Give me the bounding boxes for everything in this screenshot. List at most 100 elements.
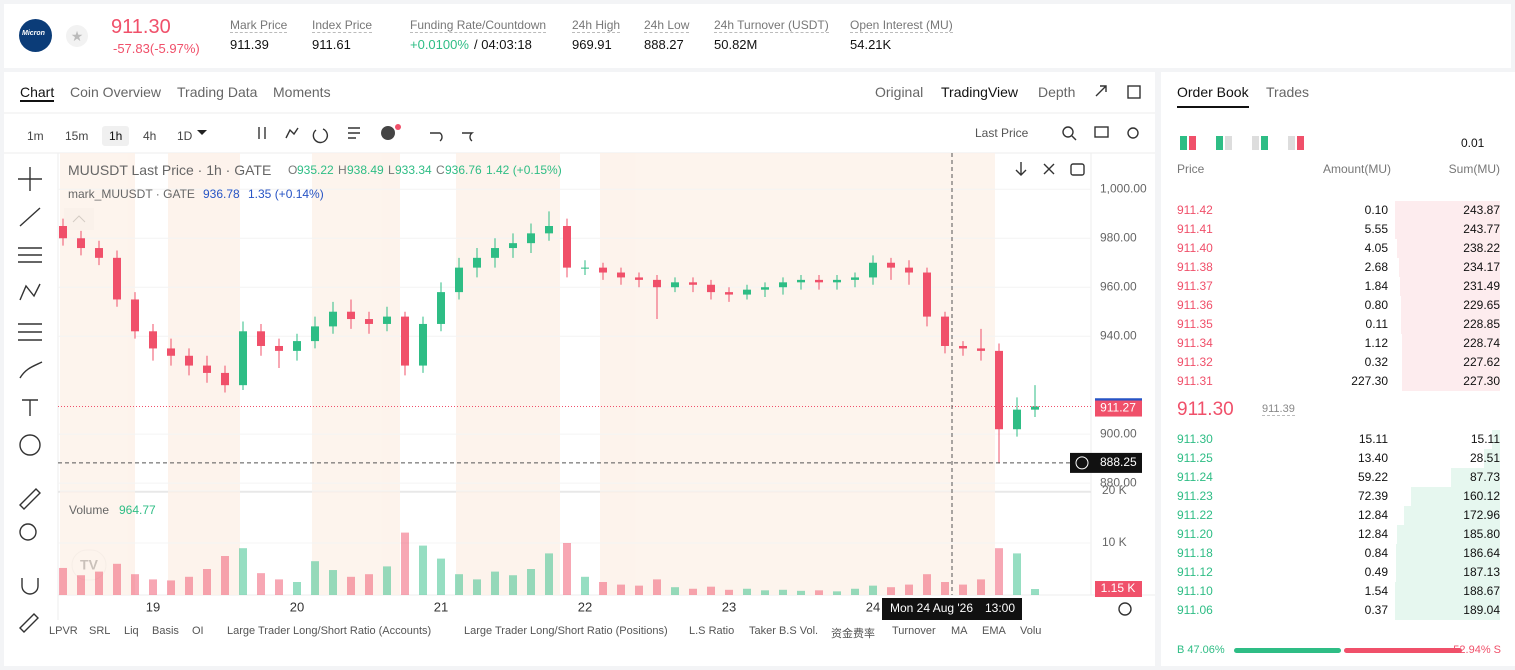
candle-body [221,372,229,386]
header-panel [4,4,1511,68]
chart-tab[interactable]: Moments [273,84,331,100]
ob-price[interactable]: 911.36 [1177,298,1213,312]
session-band [60,153,135,595]
ob-price[interactable]: 911.12 [1177,565,1213,579]
view-tab[interactable]: Depth [1038,84,1076,100]
ob-price[interactable]: 911.20 [1177,527,1213,541]
volume-bar [743,588,751,595]
interval[interactable]: 1h [102,126,130,146]
volume-bar [851,588,859,595]
volume-bar [221,556,229,595]
stat-value: 54.21K [850,37,892,52]
view-tab[interactable]: TradingView [941,84,1019,100]
ob-precision[interactable]: 0.01 [1461,136,1485,150]
ob-price[interactable]: 911.34 [1177,336,1213,350]
ob-amount: 15.11 [1358,432,1388,446]
depth-bar [1402,372,1500,391]
indicator[interactable]: Large Trader Long/Short Ratio (Positions… [464,625,668,637]
indicator[interactable]: MA [951,625,968,637]
ob-mode[interactable] [1288,136,1304,150]
volume-bar [401,532,409,595]
volume-bar [509,575,517,595]
ob-price[interactable]: 911.32 [1177,355,1213,369]
y-tick-label: 880.00 [1100,475,1137,489]
ob-price[interactable]: 911.06 [1177,603,1213,617]
candle-body [383,316,391,324]
candle-body [329,311,337,327]
ob-mode[interactable] [1252,136,1268,150]
ratio-bar [1344,648,1462,653]
stat-label: Mark Price [230,18,288,33]
candle-body [581,267,589,269]
x-tick-label: 20 [290,599,304,614]
volume-bar [329,570,337,595]
stat-value: 50.82M [714,37,758,52]
candle-body [779,282,787,288]
ob-price[interactable]: 911.31 [1177,374,1213,388]
ob-mode[interactable] [1180,136,1196,150]
indicator[interactable]: OI [192,625,204,637]
ob-price[interactable]: 911.42 [1177,203,1213,217]
interval[interactable]: 1D [177,129,193,143]
ob-price[interactable]: 911.23 [1177,489,1213,503]
ob-price[interactable]: 911.40 [1177,241,1213,255]
chart-tab[interactable]: Trading Data [177,84,258,100]
volume-bar [545,553,553,595]
price-type[interactable]: Last Price [975,126,1029,140]
indicator[interactable]: Basis [152,625,179,637]
ob-price[interactable]: 911.41 [1177,222,1213,236]
indicator[interactable]: LPVR [49,625,78,637]
stat-label: Open Interest (MU) [850,18,953,33]
depth-bar [1396,563,1500,582]
indicator[interactable]: L.S Ratio [689,625,735,637]
volume-bar [59,567,67,595]
interval[interactable]: 4h [143,129,157,143]
ob-price[interactable]: 911.35 [1177,317,1213,331]
indicator[interactable]: EMA [982,625,1006,637]
volume-bar [833,591,841,595]
ob-price[interactable]: 911.24 [1177,470,1213,484]
ob-sum: 189.04 [1463,603,1500,617]
ob-tab[interactable]: Trades [1266,84,1310,100]
candle-body [743,289,751,295]
candle-body [203,365,211,373]
volume-bar [959,584,967,595]
ob-price[interactable]: 911.18 [1177,546,1213,560]
indicator[interactable]: SRL [89,625,111,637]
ob-price[interactable]: 911.22 [1177,508,1213,522]
last-price-label: 911.27 [1100,401,1136,415]
depth-bar [1399,258,1500,277]
favorite[interactable]: ★ [66,25,88,47]
indicator[interactable]: Liq [124,625,139,637]
ob-mode[interactable] [1216,136,1232,150]
indicator[interactable]: Large Trader Long/Short Ratio (Accounts) [227,625,432,637]
ob-price[interactable]: 911.30 [1177,432,1213,446]
volume-bar [581,576,589,595]
ob-amount: 0.10 [1364,203,1388,217]
depth-bar [1400,277,1500,296]
mark-change: 1.35 (+0.14%) [248,187,324,201]
ob-sum: 231.49 [1463,279,1500,293]
ob-price[interactable]: 911.10 [1177,584,1213,598]
ob-price[interactable]: 911.37 [1177,279,1213,293]
indicator[interactable]: Turnover [892,625,936,637]
candle-body [239,331,247,386]
legend-value: 936.76 [445,163,482,177]
chart-tab[interactable]: Chart [20,84,55,102]
indicator[interactable]: Taker B.S Vol. [749,625,819,637]
candle-body [131,299,139,332]
indicator[interactable]: 资金费率 [831,628,875,640]
ob-tab[interactable]: Order Book [1177,84,1249,108]
ob-mid: 911.30 [1177,399,1234,420]
candle-body [473,257,481,268]
ob-price[interactable]: 911.25 [1177,451,1213,465]
chart-tab[interactable]: Coin Overview [70,84,162,100]
ob-price[interactable]: 911.38 [1177,260,1213,274]
candle-body [671,282,679,288]
interval[interactable]: 15m [65,129,89,143]
volume-bar [689,588,697,595]
indicator[interactable]: Volu [1020,625,1042,637]
view-tab[interactable]: Original [875,84,924,100]
interval[interactable]: 1m [27,129,44,143]
ob-sum: 87.73 [1469,470,1500,484]
